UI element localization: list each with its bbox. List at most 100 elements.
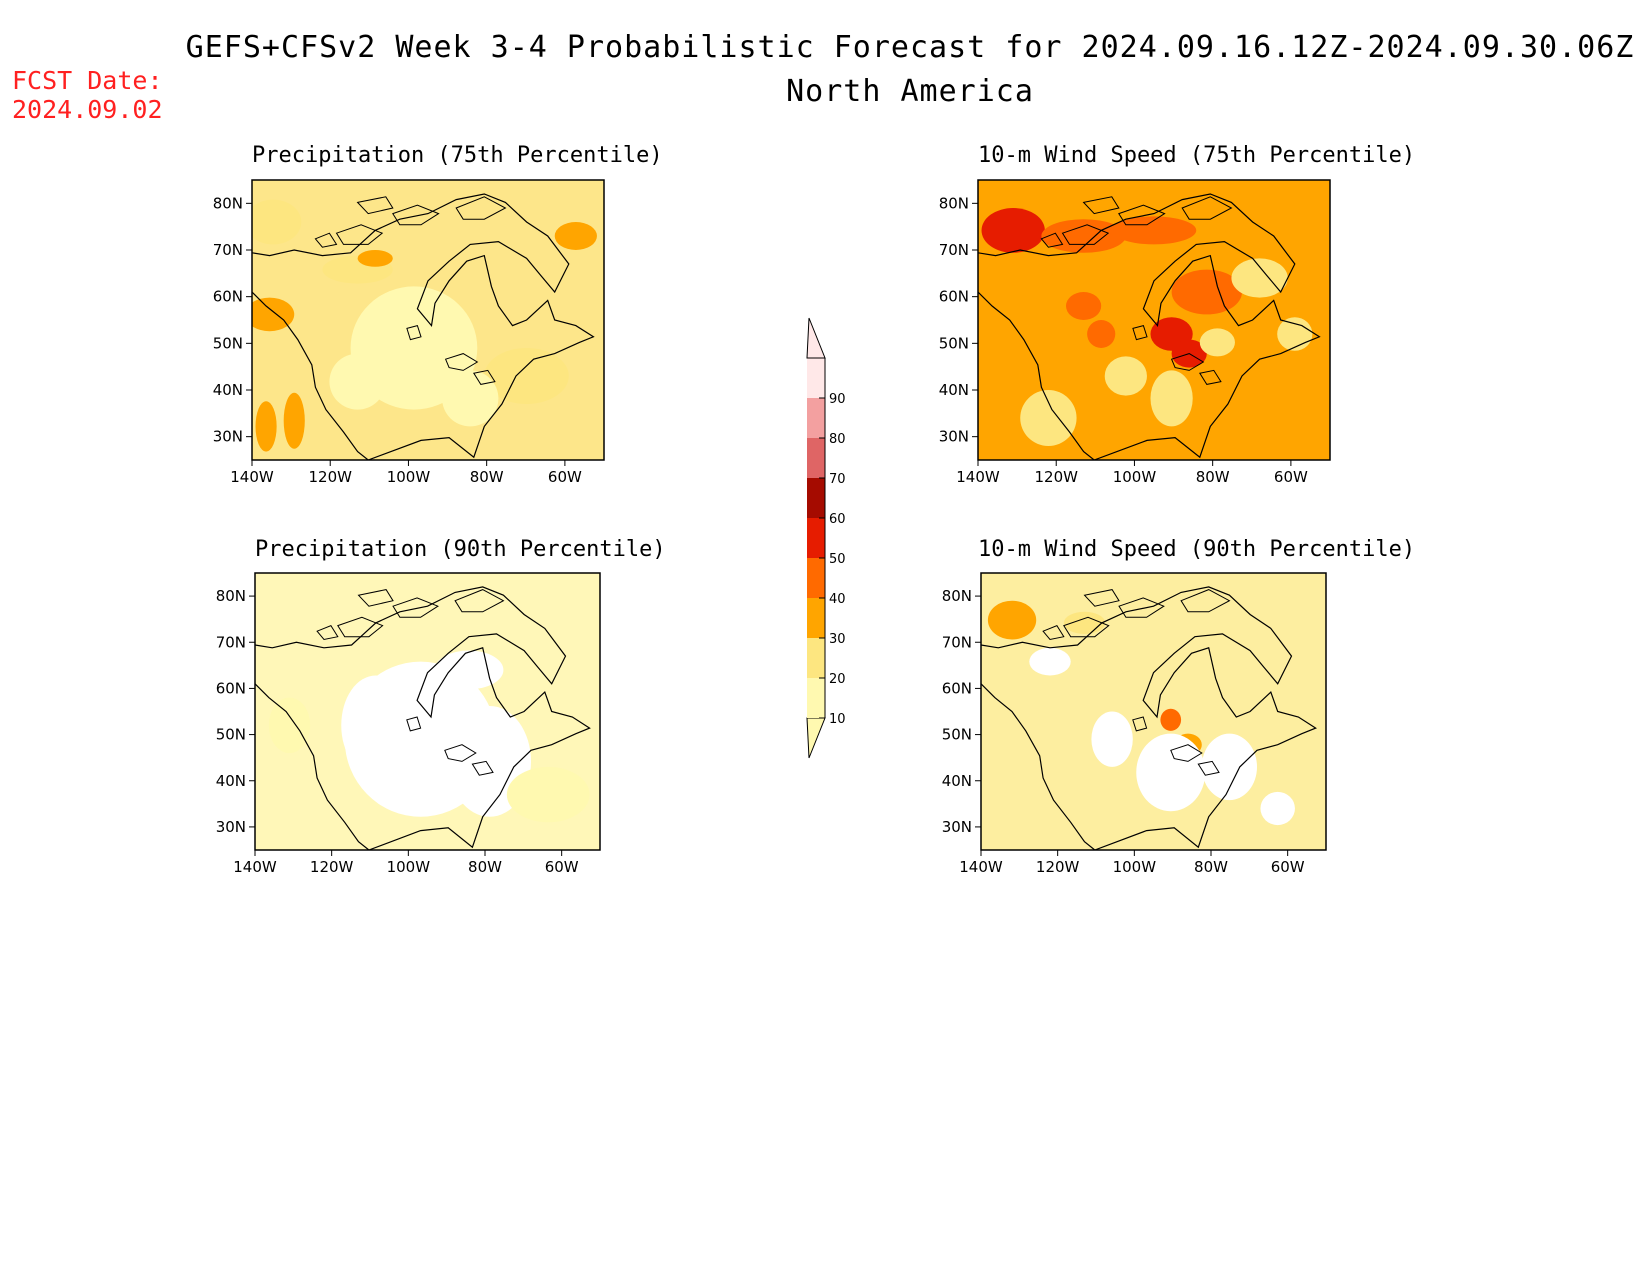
contour-patch bbox=[1136, 733, 1206, 812]
contour-patch bbox=[1160, 708, 1182, 731]
contour-patch bbox=[1104, 356, 1147, 396]
colorbar-label: 50 bbox=[829, 552, 846, 567]
map-panel-wind90: 80N 70N 60N 50N 40N 30N 140W 120W 100W 80W 60W bbox=[942, 572, 1327, 876]
colorbar-label: 30 bbox=[829, 632, 846, 647]
lat-label: 50N bbox=[939, 334, 969, 352]
lat-label: 60N bbox=[213, 288, 243, 306]
contour-patch bbox=[484, 348, 569, 404]
lon-label: 100W bbox=[1113, 468, 1157, 486]
lat-label: 60N bbox=[216, 679, 246, 697]
lon-label: 100W bbox=[1113, 858, 1157, 876]
lat-label: 60N bbox=[939, 288, 969, 306]
lon-label: 120W bbox=[308, 468, 352, 486]
lon-label: 140W bbox=[959, 858, 1003, 876]
island-outline bbox=[1061, 224, 1110, 245]
panel-title-wind75: 10-m Wind Speed (75th Percentile) bbox=[978, 143, 1416, 168]
lon-label: 120W bbox=[310, 858, 354, 876]
contour-patch bbox=[1087, 320, 1116, 348]
island-outline bbox=[337, 616, 384, 638]
lon-label: 80W bbox=[470, 468, 504, 486]
map-panel-precip90: 80N 70N 60N 50N 40N 30N 140W 120W 100W 80W 60W bbox=[216, 572, 601, 876]
contour-patch bbox=[1260, 791, 1295, 826]
island-outline bbox=[455, 196, 507, 220]
colorbar: 10 20 30 40 50 60 70 80 90 bbox=[806, 317, 846, 759]
fcst-date-block: FCST Date: 2024.09.02 bbox=[12, 66, 163, 124]
colorbar-segment bbox=[807, 438, 825, 478]
island-outline bbox=[1040, 232, 1064, 248]
lon-label: 80W bbox=[1194, 858, 1228, 876]
contour-patch bbox=[442, 370, 499, 427]
colorbar-label: 70 bbox=[829, 472, 846, 487]
panel-title-precip90: Precipitation (90th Percentile) bbox=[255, 537, 666, 562]
map-panel-precip75: 80N 70N 60N 50N 40N 30N 140W 120W 100W 80W 60W bbox=[213, 179, 605, 486]
frame-precip75 bbox=[251, 179, 605, 461]
colorbar-segment bbox=[807, 478, 825, 518]
lon-label: 120W bbox=[1034, 468, 1078, 486]
fcst-date-value: 2024.09.02 bbox=[12, 95, 163, 124]
contour-patch bbox=[341, 675, 411, 776]
colorbar-label: 90 bbox=[829, 392, 846, 407]
lake-outline bbox=[406, 716, 422, 732]
lat-label: 70N bbox=[939, 241, 969, 259]
lat-label: 30N bbox=[213, 428, 243, 446]
island-outline bbox=[392, 597, 439, 618]
island-outline bbox=[335, 224, 384, 245]
contour-patch bbox=[1277, 317, 1313, 351]
contour-patch bbox=[1111, 216, 1197, 245]
lon-label: 140W bbox=[230, 468, 274, 486]
contour-fill-precip90 bbox=[255, 573, 600, 850]
island-outline bbox=[454, 589, 505, 613]
colorbar-label: 10 bbox=[829, 712, 846, 727]
colorbar-high-cap bbox=[806, 317, 826, 359]
lon-label: 60W bbox=[1271, 858, 1305, 876]
lon-label: 100W bbox=[387, 858, 431, 876]
island-outline bbox=[1118, 204, 1166, 226]
contour-fill-wind75 bbox=[978, 180, 1330, 460]
lat-label: 80N bbox=[939, 194, 969, 212]
contour-patch bbox=[434, 650, 504, 690]
colorbar-segment bbox=[807, 518, 825, 558]
island-outline bbox=[314, 232, 338, 248]
contour-patch bbox=[1231, 258, 1288, 298]
lake-outline bbox=[1170, 744, 1203, 762]
lake-outline bbox=[1132, 716, 1148, 732]
lat-label: 40N bbox=[216, 772, 246, 790]
lon-label: 60W bbox=[545, 858, 579, 876]
colorbar-segment bbox=[807, 678, 825, 718]
colorbar-low-cap bbox=[806, 717, 826, 759]
island-outline bbox=[1180, 589, 1231, 613]
colorbar-label: 80 bbox=[829, 432, 846, 447]
coastline-precip90 bbox=[255, 586, 591, 850]
contour-patch bbox=[255, 401, 277, 452]
contour-patch bbox=[987, 600, 1037, 640]
panel-title-precip75: Precipitation (75th Percentile) bbox=[252, 143, 663, 168]
lake-outline bbox=[1170, 353, 1205, 371]
lat-label: 30N bbox=[216, 818, 246, 836]
coastline-wind90 bbox=[981, 586, 1318, 850]
contour-patch bbox=[1171, 269, 1243, 315]
island-outline bbox=[1118, 597, 1165, 618]
fcst-date-label: FCST Date: bbox=[12, 66, 163, 95]
lake-outline bbox=[406, 324, 422, 341]
lat-label: 80N bbox=[213, 194, 243, 212]
contour-patch bbox=[268, 697, 311, 754]
lat-label: 80N bbox=[216, 587, 246, 605]
island-outline bbox=[1063, 616, 1110, 638]
island-outline bbox=[316, 624, 339, 641]
lake-outline bbox=[1198, 369, 1222, 385]
island-outline bbox=[1042, 624, 1065, 641]
contour-patch bbox=[1199, 328, 1235, 357]
colorbar-segment bbox=[807, 398, 825, 438]
contour-patch bbox=[554, 222, 597, 250]
lon-label: 80W bbox=[1196, 468, 1230, 486]
lon-label: 140W bbox=[233, 858, 277, 876]
contour-patch bbox=[1063, 611, 1106, 634]
contour-patch bbox=[1020, 390, 1077, 446]
coastline-precip75 bbox=[252, 193, 595, 460]
lon-label: 60W bbox=[1274, 468, 1308, 486]
contour-fill-precip75 bbox=[252, 180, 604, 460]
island-outline bbox=[1181, 196, 1233, 220]
lat-label: 30N bbox=[939, 428, 969, 446]
lat-label: 30N bbox=[942, 818, 972, 836]
